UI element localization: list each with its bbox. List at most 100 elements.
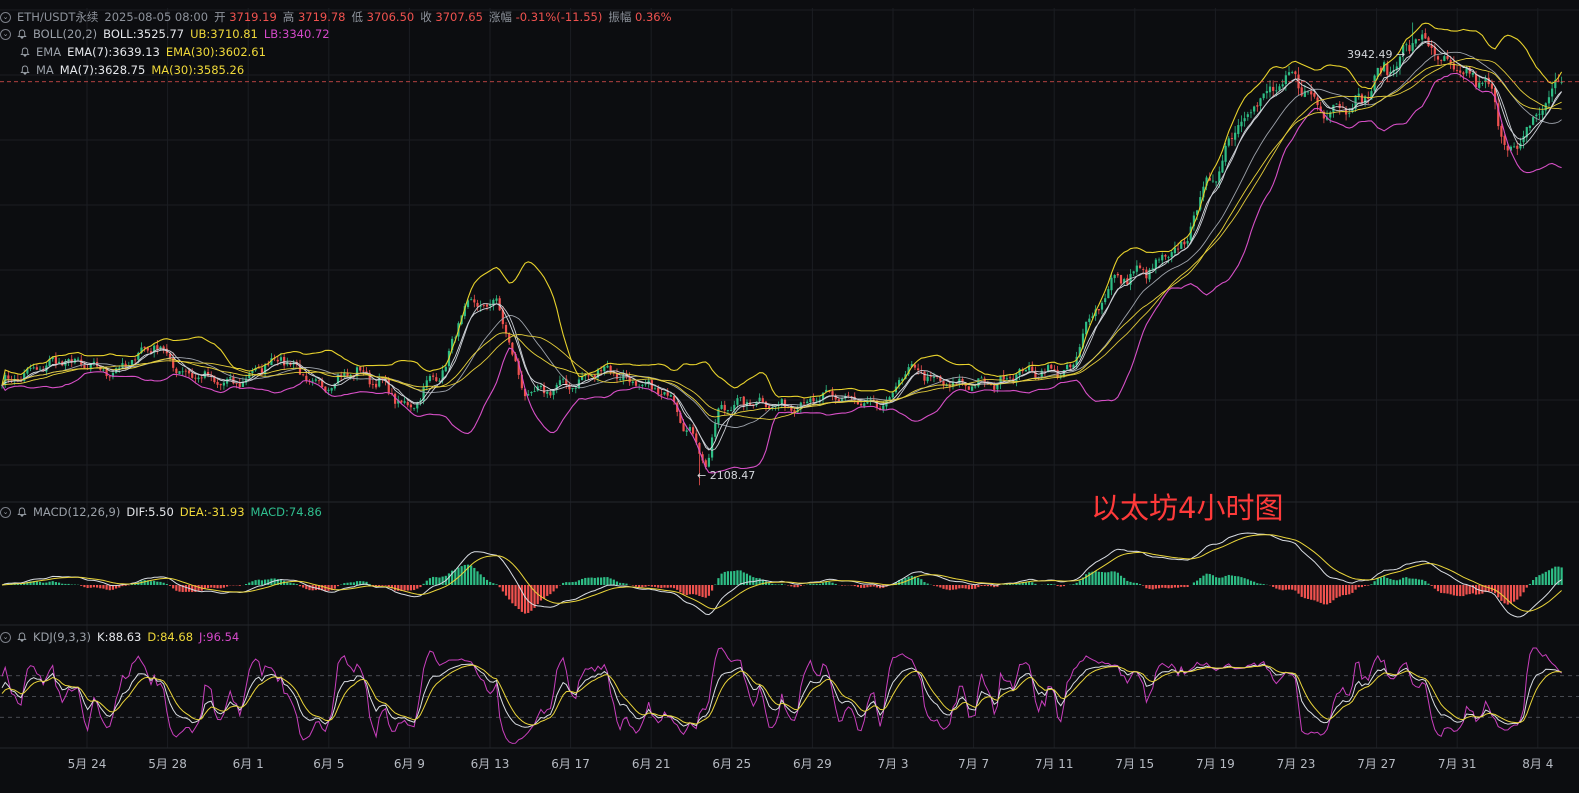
candle-body (603, 366, 606, 372)
candle-body (676, 402, 679, 413)
macd-histogram-bar (815, 583, 818, 585)
candle-body (1088, 318, 1091, 322)
macd-histogram-bar (1389, 578, 1392, 585)
candle-body (210, 375, 213, 377)
macd-histogram-bar (520, 585, 523, 612)
x-tick-label: 8月 4 (1522, 757, 1554, 771)
macd-histogram-bar (308, 585, 311, 591)
macd-histogram-bar (568, 582, 571, 585)
kdj-legend: ⌄ KDJ(9,3,3) K:88.63 D:84.68 J:96.54 (0, 630, 239, 644)
macd-histogram-bar (1535, 577, 1538, 585)
macd-histogram-bar (1459, 585, 1462, 597)
candle-body (1126, 278, 1129, 285)
macd-histogram-bar (16, 583, 19, 585)
candle-body (409, 404, 413, 408)
collapse-toggle-icon[interactable]: ⌄ (0, 11, 11, 23)
candle-body (279, 357, 283, 361)
macd-histogram-bar (527, 585, 530, 613)
candle-body (1294, 71, 1297, 75)
x-tick-label: 6月 5 (313, 757, 345, 771)
macd-histogram-bar (213, 585, 216, 588)
candle-body (371, 384, 374, 385)
macd-histogram-bar (1493, 585, 1497, 594)
collapse-toggle-icon[interactable]: ⌄ (0, 506, 11, 518)
candle-body (1468, 67, 1471, 74)
candle-body (1557, 80, 1560, 82)
collapse-toggle-icon[interactable]: ⌄ (0, 631, 11, 643)
candle-body (1322, 111, 1325, 119)
candle-body (118, 367, 121, 369)
candle-body (517, 360, 520, 375)
macd-histogram-bar (609, 578, 612, 585)
macd-histogram-bar (530, 585, 533, 611)
bell-icon[interactable] (17, 507, 27, 517)
macd-histogram-bar (834, 583, 837, 585)
bell-icon[interactable] (20, 47, 30, 57)
macd-dif-line (1, 532, 1562, 618)
macd-histogram-bar (1287, 585, 1291, 590)
macd-histogram-bar (1234, 576, 1237, 585)
macd-histogram-bar (1116, 572, 1119, 585)
candle-body (993, 385, 996, 390)
candle-body (1357, 93, 1360, 96)
macd-histogram-bar (1316, 585, 1319, 602)
macd-histogram-bar (419, 585, 422, 588)
amplitude-value: 0.36% (634, 10, 672, 24)
macd-histogram-bar (869, 585, 872, 587)
macd-histogram-bar (1303, 585, 1306, 599)
candle-body (1433, 46, 1436, 55)
macd-histogram-bar (511, 585, 514, 604)
macd-legend: ⌄ MACD(12,26,9) DIF:5.50 DEA:-31.93 MACD… (0, 505, 322, 519)
candle-body (1268, 86, 1272, 93)
macd-histogram-bar (206, 585, 210, 589)
candle-body (311, 380, 314, 382)
candle-body (156, 345, 159, 350)
price-pane[interactable] (0, 22, 1579, 486)
macd-histogram-bar (1471, 585, 1474, 594)
candle-body (1525, 127, 1528, 138)
macd-histogram-bar (438, 577, 441, 585)
candle-body (67, 359, 70, 362)
candle-body (378, 377, 381, 387)
candle-body (298, 364, 302, 375)
candle-body (1249, 112, 1253, 114)
macd-histogram-bar (698, 585, 701, 596)
kdj-pane[interactable] (0, 647, 1579, 744)
macd-histogram-bar (355, 581, 359, 585)
macd-pane[interactable] (1, 532, 1563, 618)
macd-histogram-bar (825, 581, 828, 585)
candle-body (977, 378, 980, 387)
macd-histogram-bar (878, 585, 882, 589)
kdj-name: KDJ(9,3,3) (33, 630, 92, 644)
candle-body (92, 361, 96, 364)
candle-body (587, 375, 590, 377)
candle-body (178, 371, 181, 374)
candle-body (831, 391, 834, 397)
bell-icon[interactable] (17, 632, 27, 642)
macd-histogram-bar (926, 583, 929, 585)
macd-histogram-bar (958, 585, 961, 589)
macd-histogram-bar (736, 570, 739, 585)
macd-histogram-bar (1338, 585, 1341, 597)
macd-histogram-bar (1154, 585, 1157, 589)
candle-body (1503, 135, 1506, 145)
candle-body (381, 377, 384, 380)
candle-body (609, 365, 612, 373)
collapse-toggle-icon[interactable]: ⌄ (0, 28, 11, 40)
bell-icon[interactable] (20, 65, 30, 75)
macd-histogram-bar (961, 585, 964, 589)
bell-icon[interactable] (17, 29, 27, 39)
candle-body (343, 372, 346, 377)
macd-histogram-bar (606, 577, 609, 585)
candle-body (35, 367, 38, 370)
candle-body (482, 304, 485, 306)
close-value: 3707.65 (435, 10, 483, 24)
macd-histogram-bar (64, 583, 67, 585)
macd-histogram-bar (809, 583, 812, 585)
macd-histogram-bar (634, 585, 638, 587)
x-tick-label: 6月 1 (232, 757, 264, 771)
macd-histogram-bar (596, 577, 600, 585)
candle-body (1408, 45, 1411, 52)
macd-histogram-bar (948, 585, 951, 591)
